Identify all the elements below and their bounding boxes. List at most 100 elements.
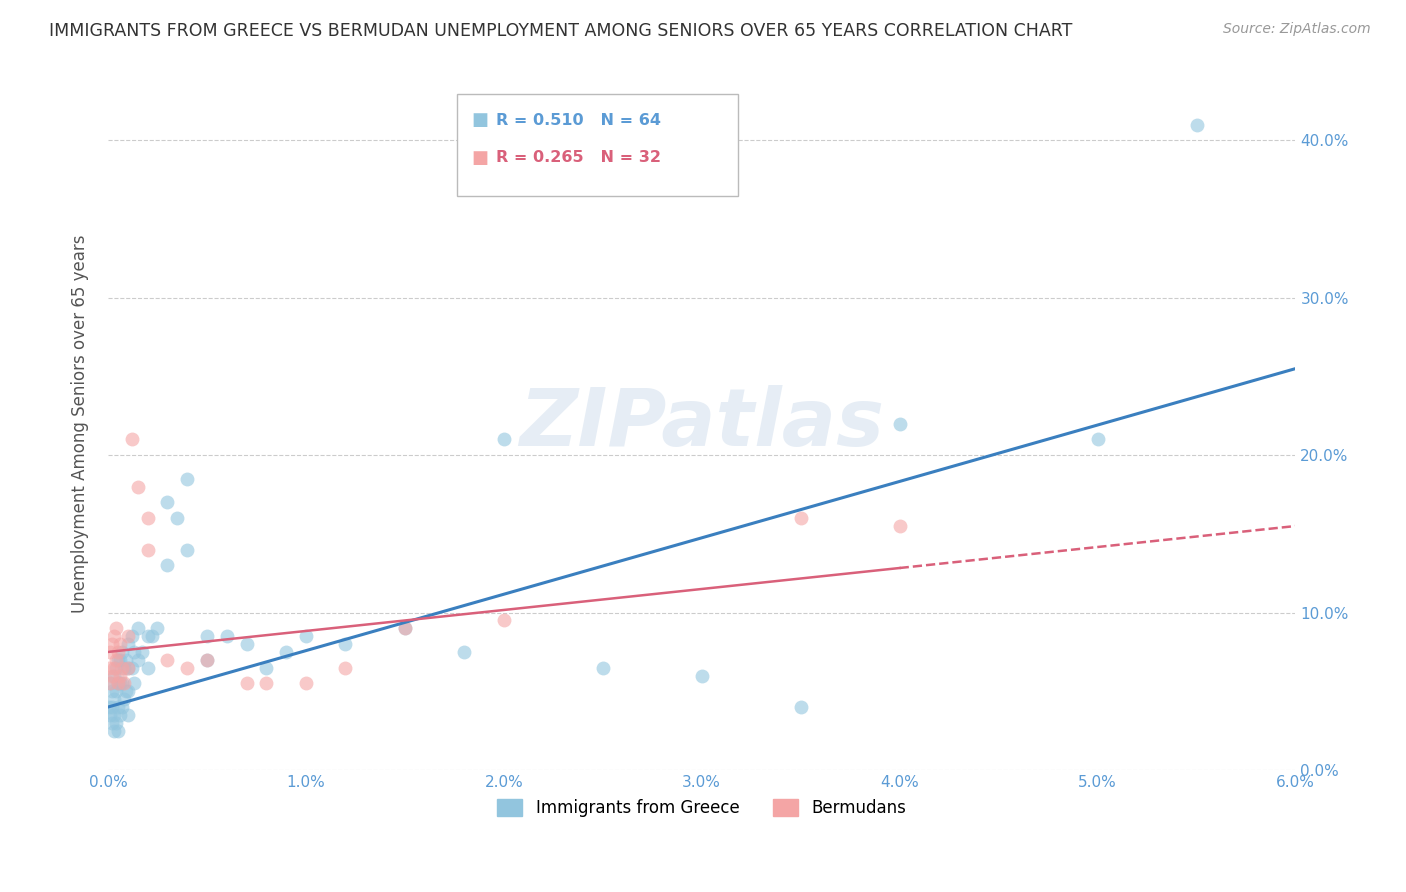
Point	[195, 653, 218, 667]
Point	[101, 668, 124, 682]
Point	[98, 676, 121, 690]
Point	[131, 645, 153, 659]
Point	[176, 472, 198, 486]
Point	[394, 621, 416, 635]
Point	[101, 637, 124, 651]
Point	[156, 653, 179, 667]
Point	[117, 661, 139, 675]
Point	[166, 511, 188, 525]
Point	[889, 519, 911, 533]
Point	[104, 715, 127, 730]
Y-axis label: Unemployment Among Seniors over 65 years: Unemployment Among Seniors over 65 years	[72, 235, 89, 613]
Point	[104, 621, 127, 635]
Point	[111, 645, 134, 659]
Point	[274, 645, 297, 659]
Point	[111, 700, 134, 714]
Point	[104, 684, 127, 698]
Text: ■: ■	[471, 149, 488, 167]
Point	[136, 661, 159, 675]
Point	[121, 433, 143, 447]
Text: R = 0.265   N = 32: R = 0.265 N = 32	[496, 151, 661, 165]
Point	[104, 653, 127, 667]
Point	[107, 723, 129, 738]
Point	[1087, 433, 1109, 447]
Point	[176, 542, 198, 557]
Point	[156, 495, 179, 509]
Point	[176, 661, 198, 675]
Point	[108, 707, 131, 722]
Point	[107, 676, 129, 690]
Point	[112, 676, 135, 690]
Text: ZIPatlas: ZIPatlas	[519, 384, 884, 463]
Point	[117, 707, 139, 722]
Text: Source: ZipAtlas.com: Source: ZipAtlas.com	[1223, 22, 1371, 37]
Point	[103, 629, 125, 643]
Point	[117, 684, 139, 698]
Point	[146, 621, 169, 635]
Point	[103, 668, 125, 682]
Point	[295, 629, 318, 643]
Point	[235, 676, 257, 690]
Point	[254, 661, 277, 675]
Point	[98, 700, 121, 714]
Point	[136, 629, 159, 643]
Point	[101, 684, 124, 698]
Point	[121, 661, 143, 675]
Point	[104, 661, 127, 675]
Point	[1185, 118, 1208, 132]
Point	[117, 629, 139, 643]
Point	[136, 511, 159, 525]
Legend: Immigrants from Greece, Bermudans: Immigrants from Greece, Bermudans	[491, 792, 912, 824]
Point	[492, 433, 515, 447]
Point	[295, 676, 318, 690]
Point	[103, 707, 125, 722]
Point	[107, 676, 129, 690]
Text: ■: ■	[471, 112, 488, 129]
Point	[103, 692, 125, 706]
Point	[592, 661, 614, 675]
Point	[889, 417, 911, 431]
Point	[111, 676, 134, 690]
Point	[335, 661, 357, 675]
Point	[492, 614, 515, 628]
Point	[117, 637, 139, 651]
Point	[117, 661, 139, 675]
Point	[690, 668, 713, 682]
Point	[136, 542, 159, 557]
Point	[101, 715, 124, 730]
Point	[108, 653, 131, 667]
Point	[156, 558, 179, 573]
Point	[98, 676, 121, 690]
Point	[111, 661, 134, 675]
Point	[108, 668, 131, 682]
Point	[195, 653, 218, 667]
Point	[453, 645, 475, 659]
Point	[335, 637, 357, 651]
Text: R = 0.510   N = 64: R = 0.510 N = 64	[496, 113, 661, 128]
Point	[789, 700, 811, 714]
Point	[98, 645, 121, 659]
Point	[122, 645, 145, 659]
Point	[114, 684, 136, 698]
Point	[195, 629, 218, 643]
Point	[235, 637, 257, 651]
Point	[112, 692, 135, 706]
Point	[107, 700, 129, 714]
Point	[108, 637, 131, 651]
Point	[101, 700, 124, 714]
Text: IMMIGRANTS FROM GREECE VS BERMUDAN UNEMPLOYMENT AMONG SENIORS OVER 65 YEARS CORR: IMMIGRANTS FROM GREECE VS BERMUDAN UNEMP…	[49, 22, 1073, 40]
Point	[114, 653, 136, 667]
Point	[98, 707, 121, 722]
Point	[107, 645, 129, 659]
Point	[103, 661, 125, 675]
Point	[789, 511, 811, 525]
Point	[122, 676, 145, 690]
Point	[127, 480, 149, 494]
Point	[121, 629, 143, 643]
Point	[108, 676, 131, 690]
Point	[127, 621, 149, 635]
Point	[98, 661, 121, 675]
Point	[215, 629, 238, 643]
Point	[103, 723, 125, 738]
Point	[141, 629, 163, 643]
